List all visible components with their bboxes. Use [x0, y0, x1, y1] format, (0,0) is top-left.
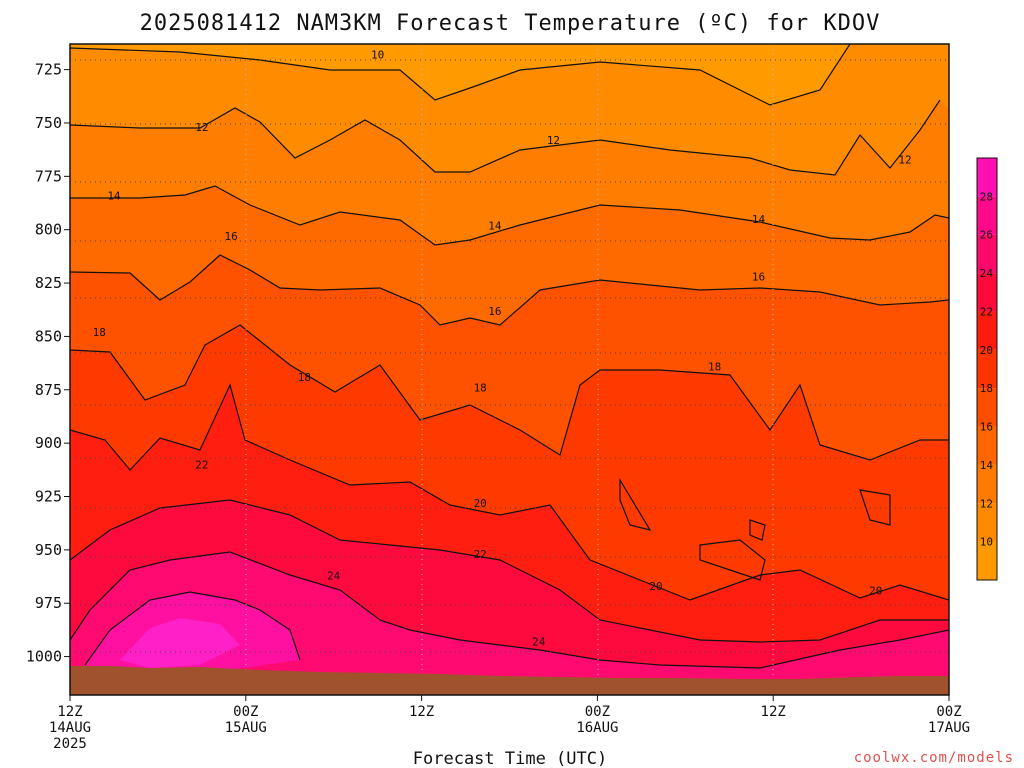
x-axis-title: Forecast Time (UTC)	[413, 749, 607, 768]
y-tick-label: 775	[35, 167, 62, 185]
contour-label: 14	[107, 190, 121, 203]
x-tick-label: 16AUG	[576, 720, 618, 736]
colorbar-segment	[977, 388, 997, 427]
colorbar-segment	[977, 503, 997, 542]
contour-label: 18	[298, 371, 311, 384]
colorbar: 10 12 14 16 18 20 22 24 26 28	[976, 157, 998, 581]
contour-label: 16	[225, 230, 238, 243]
contour-label: 18	[474, 382, 487, 395]
colorbar-segment	[977, 426, 997, 465]
contour-label: 16	[752, 271, 765, 284]
contour-label: 12	[898, 153, 911, 166]
contour-label: 14	[488, 219, 502, 232]
ground-surface	[70, 666, 949, 695]
y-tick-label: 825	[35, 274, 62, 292]
colorbar-label: 10	[980, 536, 993, 549]
colorbar-label: 12	[980, 497, 993, 510]
colorbar-segment	[977, 464, 997, 504]
colorbar-label: 16	[980, 421, 993, 434]
y-tick-label: 950	[35, 541, 62, 559]
contour-label: 20	[474, 497, 487, 510]
y-tick-label: 750	[35, 114, 62, 132]
contour-label: 18	[708, 360, 721, 373]
colorbar-label: 22	[980, 305, 993, 318]
colorbar-segment	[977, 273, 997, 312]
x-tick-label: 14AUG	[49, 720, 91, 736]
contour-label-layer: 10 12 12 12 14 14 14 16 16 16 18 18 18 18 20 20 20 22 22 24…	[93, 49, 912, 649]
contour-label: 10	[371, 49, 384, 62]
colorbar-segment	[977, 311, 997, 350]
contour-label: 20	[869, 584, 882, 597]
x-tick-label: 00Z	[585, 704, 610, 720]
colorbar-label: 20	[980, 344, 993, 357]
contour-label: 22	[474, 548, 487, 561]
x-tick-label: 12Z	[761, 704, 786, 720]
colorbar-label: 18	[980, 382, 993, 395]
colorbar-segment	[977, 349, 997, 389]
x-tick-label: 00Z	[233, 704, 258, 720]
contour-label: 18	[93, 326, 106, 339]
colorbar-frame	[976, 157, 998, 581]
colorbar-segment	[977, 234, 997, 274]
colorbar-segment	[977, 196, 997, 235]
colorbar-segment	[977, 541, 997, 580]
x-tick-label: 15AUG	[225, 720, 267, 736]
contour-label: 12	[195, 121, 208, 134]
plot-area: 10 12 12 12 14 14 14 16 16 16 18 18 18 18 20 20 20 22 22 24…	[70, 44, 949, 695]
y-tick-label: 875	[35, 381, 62, 399]
y-axis: 725 750 775 800 825 850 875 900 925 950 975 1000	[26, 61, 70, 666]
x-tick-label: 2025	[53, 736, 87, 752]
colorbar-label: 24	[980, 267, 994, 280]
contour-label: 20	[649, 580, 662, 593]
x-tick-label: 12Z	[57, 704, 82, 720]
y-tick-label: 1000	[26, 648, 62, 666]
contour-label: 22	[195, 458, 208, 471]
contour-label: 24	[327, 569, 341, 582]
colorbar-label: 26	[980, 229, 993, 242]
y-tick-label: 800	[35, 221, 62, 239]
y-tick-label: 850	[35, 327, 62, 345]
y-tick-label: 975	[35, 594, 62, 612]
band-28-30	[120, 618, 240, 668]
colorbar-label: 14	[980, 459, 994, 472]
plot-frame	[69, 43, 950, 696]
contour-label: 12	[547, 134, 560, 147]
y-tick-label: 725	[35, 61, 62, 79]
contour-label: 16	[488, 305, 501, 318]
y-tick-label: 900	[35, 434, 62, 452]
colorbar-label: 28	[980, 190, 993, 203]
colorbar-segment	[977, 158, 997, 197]
y-tick-label: 925	[35, 487, 62, 505]
x-tick-label: 17AUG	[928, 720, 970, 736]
contour-label: 24	[532, 636, 546, 649]
contour-label: 14	[752, 213, 766, 226]
x-tick-label: 12Z	[409, 704, 434, 720]
x-tick-label: 00Z	[936, 704, 961, 720]
chart-title: 2025081412 NAM3KM Forecast Temperature (…	[140, 11, 881, 36]
grid-lines	[70, 44, 949, 695]
credit-text: coolwx.com/models	[854, 750, 1014, 766]
